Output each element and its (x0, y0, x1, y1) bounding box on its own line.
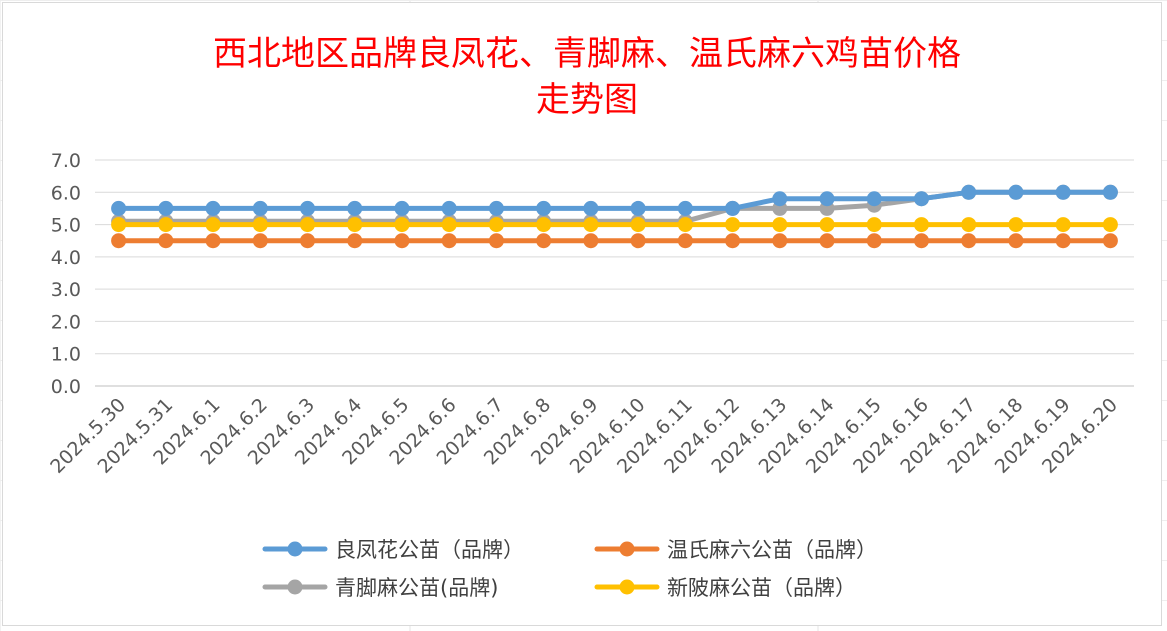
data-point (536, 217, 552, 233)
data-point (1008, 233, 1024, 249)
chart-title-line-1: 西北地区品牌良凤花、青脚麻、温氏麻六鸡苗价格 (213, 34, 961, 74)
data-point (725, 217, 741, 233)
data-point (158, 233, 174, 249)
data-point (913, 217, 929, 233)
legend-label: 良凤花公苗（品牌） (335, 538, 524, 562)
data-point (583, 233, 599, 249)
data-point (1055, 184, 1071, 200)
data-point (961, 233, 977, 249)
data-point (819, 233, 835, 249)
data-point (1102, 217, 1118, 233)
data-point (205, 233, 221, 249)
y-tick-label: 4.0 (51, 247, 81, 269)
series-layer (111, 184, 1118, 249)
data-point (205, 217, 221, 233)
data-point (488, 200, 504, 216)
data-point (441, 233, 457, 249)
data-point (630, 233, 646, 249)
data-point (677, 200, 693, 216)
data-point (158, 200, 174, 216)
data-point (583, 200, 599, 216)
data-point (488, 233, 504, 249)
data-point (488, 217, 504, 233)
data-point (300, 217, 316, 233)
data-point (300, 233, 316, 249)
data-point (819, 217, 835, 233)
data-point (1055, 217, 1071, 233)
legend-item-3[interactable]: 新陂麻公苗（品牌） (594, 576, 856, 600)
data-point (725, 200, 741, 216)
y-tick-label: 2.0 (51, 311, 81, 333)
data-point (961, 184, 977, 200)
data-point (347, 217, 363, 233)
x-axis: 2024.5.302024.5.312024.6.12024.6.22024.6… (46, 394, 1122, 478)
data-point (252, 200, 268, 216)
data-point (158, 217, 174, 233)
data-point (819, 191, 835, 207)
data-point (677, 217, 693, 233)
data-point (205, 200, 221, 216)
data-point (866, 191, 882, 207)
data-point (347, 200, 363, 216)
series-3 (111, 217, 1118, 233)
data-point (961, 217, 977, 233)
y-tick-label: 5.0 (51, 215, 81, 237)
legend-label: 温氏麻六公苗（品牌） (667, 538, 877, 562)
data-point (630, 200, 646, 216)
y-tick-label: 0.0 (51, 376, 81, 398)
data-point (772, 217, 788, 233)
legend[interactable]: 良凤花公苗（品牌） 温氏麻六公苗（品牌） 青脚麻公苗(品牌) 新陂麻公苗（品牌） (262, 538, 877, 600)
y-tick-label: 7.0 (51, 150, 81, 172)
data-point (394, 200, 410, 216)
legend-marker (619, 541, 635, 557)
data-point (536, 200, 552, 216)
data-point (394, 233, 410, 249)
data-point (866, 217, 882, 233)
data-point (394, 217, 410, 233)
legend-marker (287, 541, 303, 557)
data-point (1055, 233, 1071, 249)
data-point (630, 217, 646, 233)
legend-label: 新陂麻公苗（品牌） (667, 576, 856, 600)
legend-label: 青脚麻公苗(品牌) (335, 576, 498, 600)
data-point (772, 191, 788, 207)
data-point (677, 233, 693, 249)
y-tick-label: 1.0 (51, 344, 81, 366)
data-point (725, 233, 741, 249)
data-point (1102, 233, 1118, 249)
y-axis: 7.0 6.0 5.0 4.0 3.0 2.0 1.0 0.0 (51, 150, 81, 398)
data-point (1102, 184, 1118, 200)
data-point (300, 200, 316, 216)
data-point (913, 233, 929, 249)
data-point (536, 233, 552, 249)
data-point (772, 233, 788, 249)
data-point (252, 217, 268, 233)
data-point (111, 233, 127, 249)
y-tick-label: 6.0 (51, 182, 81, 204)
series-0 (111, 184, 1118, 216)
line-chart: 西北地区品牌良凤花、青脚麻、温氏麻六鸡苗价格 走势图 7.0 6.0 5.0 4.0 3… (46, 34, 1134, 600)
legend-marker (287, 579, 303, 595)
data-point (252, 233, 268, 249)
legend-marker (619, 579, 635, 595)
data-point (111, 200, 127, 216)
y-tick-label: 3.0 (51, 279, 81, 301)
data-point (1008, 217, 1024, 233)
legend-item-0[interactable]: 良凤花公苗（品牌） (262, 538, 524, 562)
data-point (866, 233, 882, 249)
data-point (441, 200, 457, 216)
data-point (913, 191, 929, 207)
legend-item-1[interactable]: 温氏麻六公苗（品牌） (594, 538, 877, 562)
data-point (347, 233, 363, 249)
legend-item-2[interactable]: 青脚麻公苗(品牌) (262, 576, 498, 600)
series-1 (111, 233, 1118, 249)
chart-title-line-2: 走势图 (536, 80, 638, 120)
data-point (1008, 184, 1024, 200)
data-point (441, 217, 457, 233)
series-line (116, 189, 1113, 211)
data-point (111, 217, 127, 233)
data-point (583, 217, 599, 233)
